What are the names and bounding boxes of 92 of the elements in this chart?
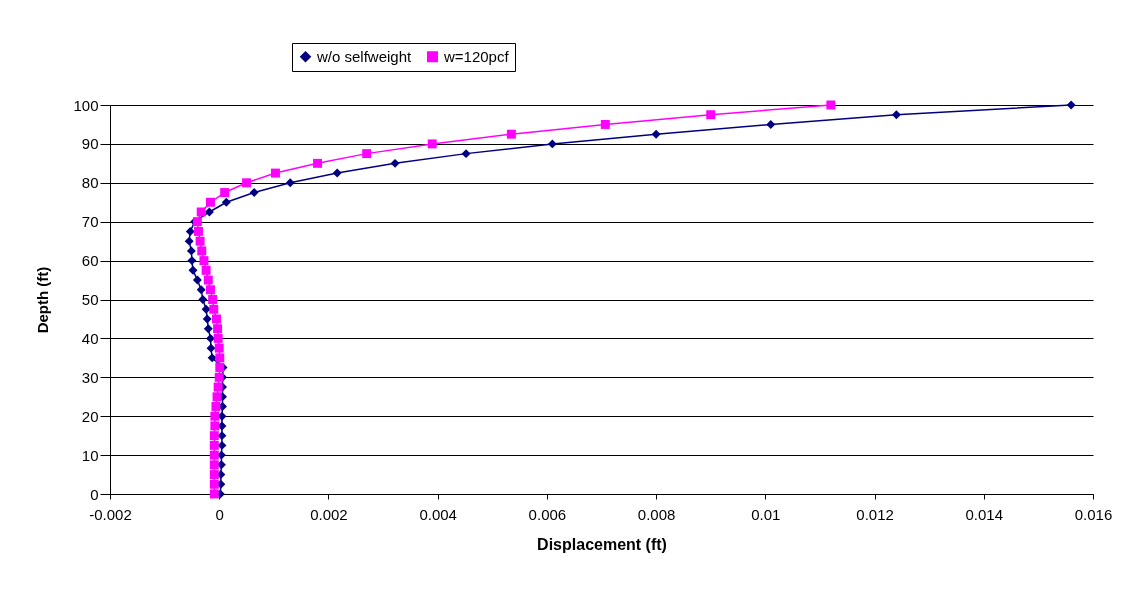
point xyxy=(215,353,225,363)
point xyxy=(285,178,295,188)
x-tick-label: 0.004 xyxy=(419,505,457,523)
point xyxy=(249,188,259,197)
point xyxy=(1066,100,1076,110)
point xyxy=(221,197,231,207)
point xyxy=(207,353,217,363)
point xyxy=(184,236,194,246)
x-tick-label: 0.002 xyxy=(310,505,348,523)
point xyxy=(242,178,251,188)
point xyxy=(209,489,219,499)
point xyxy=(213,382,223,392)
point xyxy=(209,431,219,441)
point xyxy=(203,324,213,334)
point xyxy=(206,333,215,343)
point xyxy=(201,265,211,275)
y-tick-label: 70 xyxy=(81,213,99,231)
point xyxy=(271,168,280,178)
point xyxy=(212,392,222,402)
point xyxy=(209,304,219,314)
x-tick-label: 0.006 xyxy=(528,505,567,523)
y-tick-label: 100 xyxy=(73,96,99,114)
point xyxy=(206,197,215,207)
point xyxy=(206,285,215,295)
y-tick-label: 50 xyxy=(81,291,99,308)
point xyxy=(390,158,400,168)
point xyxy=(186,246,196,256)
point xyxy=(427,139,437,149)
point xyxy=(891,110,901,120)
point xyxy=(217,431,227,441)
point xyxy=(547,139,557,149)
point xyxy=(209,440,219,450)
point xyxy=(196,207,206,217)
point xyxy=(214,343,224,353)
point xyxy=(204,207,214,217)
point xyxy=(213,333,223,343)
point xyxy=(362,149,372,159)
point xyxy=(185,226,195,236)
point xyxy=(197,246,207,256)
point xyxy=(198,295,208,304)
point xyxy=(195,236,205,246)
y-tick-label: 0 xyxy=(90,485,99,503)
y-tick-label: 10 xyxy=(81,446,99,464)
point xyxy=(206,343,216,353)
point xyxy=(214,372,224,382)
y-tick-label: 30 xyxy=(81,368,99,386)
point xyxy=(210,411,220,421)
y-axis-title: Depth (ft) xyxy=(34,266,52,334)
point xyxy=(211,402,221,411)
point xyxy=(217,440,227,450)
x-tick-label: 0 xyxy=(215,505,224,523)
x-tick-label: -0.002 xyxy=(89,505,132,523)
point xyxy=(209,470,219,480)
x-tick-label: 0.008 xyxy=(637,505,676,523)
point xyxy=(213,324,223,334)
x-tick-label: 0.014 xyxy=(965,505,1004,523)
point xyxy=(196,285,206,295)
point xyxy=(210,421,220,431)
point xyxy=(188,265,198,275)
point xyxy=(506,129,516,139)
point xyxy=(201,304,211,314)
y-tick-label: 90 xyxy=(81,135,99,153)
point xyxy=(199,256,209,266)
point xyxy=(766,119,776,129)
point xyxy=(209,450,219,460)
x-tick-label: 0.012 xyxy=(856,505,894,523)
point xyxy=(706,110,716,120)
point xyxy=(826,100,836,110)
x-axis-title: Displacement (ft) xyxy=(537,535,667,553)
x-tick-label: 0.016 xyxy=(1074,505,1113,523)
point xyxy=(209,460,219,470)
point xyxy=(212,314,221,324)
y-tick-label: 20 xyxy=(81,407,99,425)
point xyxy=(332,168,342,178)
x-tick-label: 0.01 xyxy=(751,505,781,523)
legend-label: w=120pcf xyxy=(443,47,510,65)
y-tick-label: 60 xyxy=(81,252,99,270)
point xyxy=(651,129,661,139)
point xyxy=(220,188,230,197)
point xyxy=(187,256,197,266)
point xyxy=(192,275,202,285)
legend-label: w/o selfweight xyxy=(316,47,413,65)
point xyxy=(203,275,213,285)
y-tick-label: 80 xyxy=(81,174,99,192)
point xyxy=(313,158,322,168)
point xyxy=(208,295,218,304)
point xyxy=(209,479,219,489)
point xyxy=(600,119,610,129)
y-tick-label: 40 xyxy=(81,329,99,347)
point xyxy=(202,314,212,324)
point xyxy=(194,226,203,236)
point xyxy=(461,149,471,159)
